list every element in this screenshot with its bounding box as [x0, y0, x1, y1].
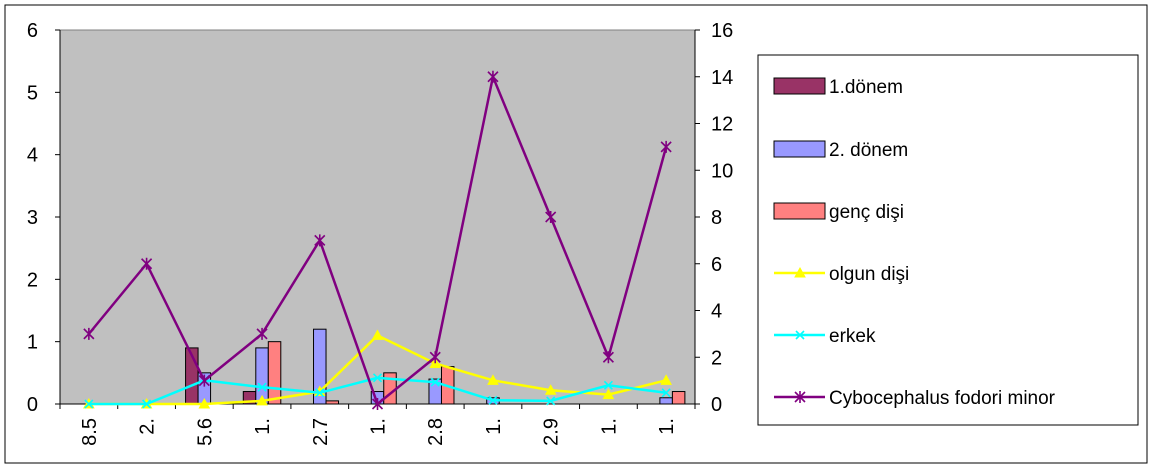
left-axis-tick-label: 4: [27, 145, 38, 167]
line-point-marker: [256, 327, 268, 340]
right-axis-tick-label: 6: [711, 254, 722, 276]
line-point-marker: [488, 395, 498, 405]
line-point-marker: [794, 391, 806, 403]
bar: [659, 397, 673, 405]
bar: [325, 400, 340, 405]
line-point-marker: [315, 388, 325, 398]
left-axis-tick-label: 2: [27, 269, 38, 291]
legend-label: erkek: [829, 326, 876, 347]
legend-label: 1.dönem: [829, 77, 903, 98]
legend-box: [757, 54, 1139, 426]
line-point-marker: [371, 398, 384, 410]
x-axis-category-label: 1.: [598, 418, 620, 435]
left-axis-tick-label: 5: [27, 82, 38, 104]
line-point-marker: [142, 399, 152, 409]
x-axis-category-label: 8.5: [79, 418, 101, 446]
line-point-marker: [314, 234, 326, 247]
line-point-marker: [795, 330, 805, 340]
x-axis-category-label: 1.: [252, 418, 274, 435]
line-point-marker: [372, 373, 383, 383]
left-axis-tick-label: 3: [27, 207, 38, 229]
right-axis-tick-label: 16: [711, 20, 733, 42]
x-axis-category-label: 2.9: [541, 418, 563, 446]
x-axis-category-label: 2.8: [425, 418, 447, 446]
left-axis: 0 1 2 3 4 5 6: [27, 20, 61, 416]
line-point-marker: [371, 329, 384, 340]
right-axis-tick-label: 8: [711, 207, 722, 229]
line-point-marker: [430, 377, 440, 387]
line-point-marker: [660, 140, 672, 153]
x-axis-category-label: 2.7: [310, 418, 332, 446]
line-point-marker: [602, 351, 614, 364]
right-axis-tick-label: 12: [711, 114, 733, 136]
legend-swatch: [773, 77, 826, 95]
right-axis: 0 2 4 6 8 10 12 14 16: [694, 20, 733, 416]
legend-label: olgun dişi: [829, 264, 909, 285]
bar: [313, 328, 327, 405]
line-point-marker: [661, 388, 671, 398]
legend: 1.dönem 2. dönem genç dişi olgun dişi erkek C…: [773, 77, 1056, 409]
legend-label: genç dişi: [829, 202, 904, 223]
x-axis-category-label: 1.: [368, 418, 390, 435]
legend-swatch: [773, 140, 826, 158]
left-axis-tick-label: 6: [27, 20, 38, 42]
line-point-marker: [602, 388, 615, 400]
right-axis-tick-label: 10: [711, 160, 733, 182]
right-axis-tick-label: 14: [711, 67, 733, 89]
line-point-marker: [83, 327, 95, 340]
x-axis-category-label: 2.: [137, 418, 159, 435]
legend-label: 2. dönem: [829, 140, 908, 161]
line-point-marker: [198, 374, 210, 387]
right-axis-tick-label: 0: [711, 394, 722, 416]
line-point-marker: [198, 397, 211, 409]
left-axis-tick-label: 0: [27, 394, 38, 416]
legend-label: Cybocephalus fodori minor: [829, 388, 1056, 409]
x-axis-category-label: 5.6: [194, 418, 216, 446]
bar: [267, 341, 282, 405]
bar: [671, 391, 686, 405]
line-point-marker: [429, 351, 441, 364]
right-axis-tick-label: 2: [711, 347, 722, 369]
x-axis-category-label: 1.: [483, 418, 505, 435]
line-point-marker: [487, 374, 499, 385]
line-point-marker: [545, 211, 557, 223]
right-axis-tick-label: 4: [711, 301, 722, 323]
line-point-marker: [256, 394, 268, 406]
line-point-marker: [544, 384, 557, 395]
line-point-marker: [546, 396, 556, 406]
line-point-marker: [603, 380, 613, 390]
line-point-marker: [660, 374, 672, 385]
line-point-marker: [487, 70, 499, 83]
line-point-marker: [257, 382, 267, 392]
plot-area: [59, 29, 696, 405]
left-axis-tick-label: 1: [27, 332, 38, 354]
line-point-marker: [84, 399, 94, 409]
x-axis-category-label: 1.: [656, 418, 678, 435]
line-point-marker: [794, 266, 806, 278]
legend-swatch: [773, 202, 826, 220]
line-series-group: [83, 70, 672, 410]
line-point-marker: [141, 257, 153, 270]
